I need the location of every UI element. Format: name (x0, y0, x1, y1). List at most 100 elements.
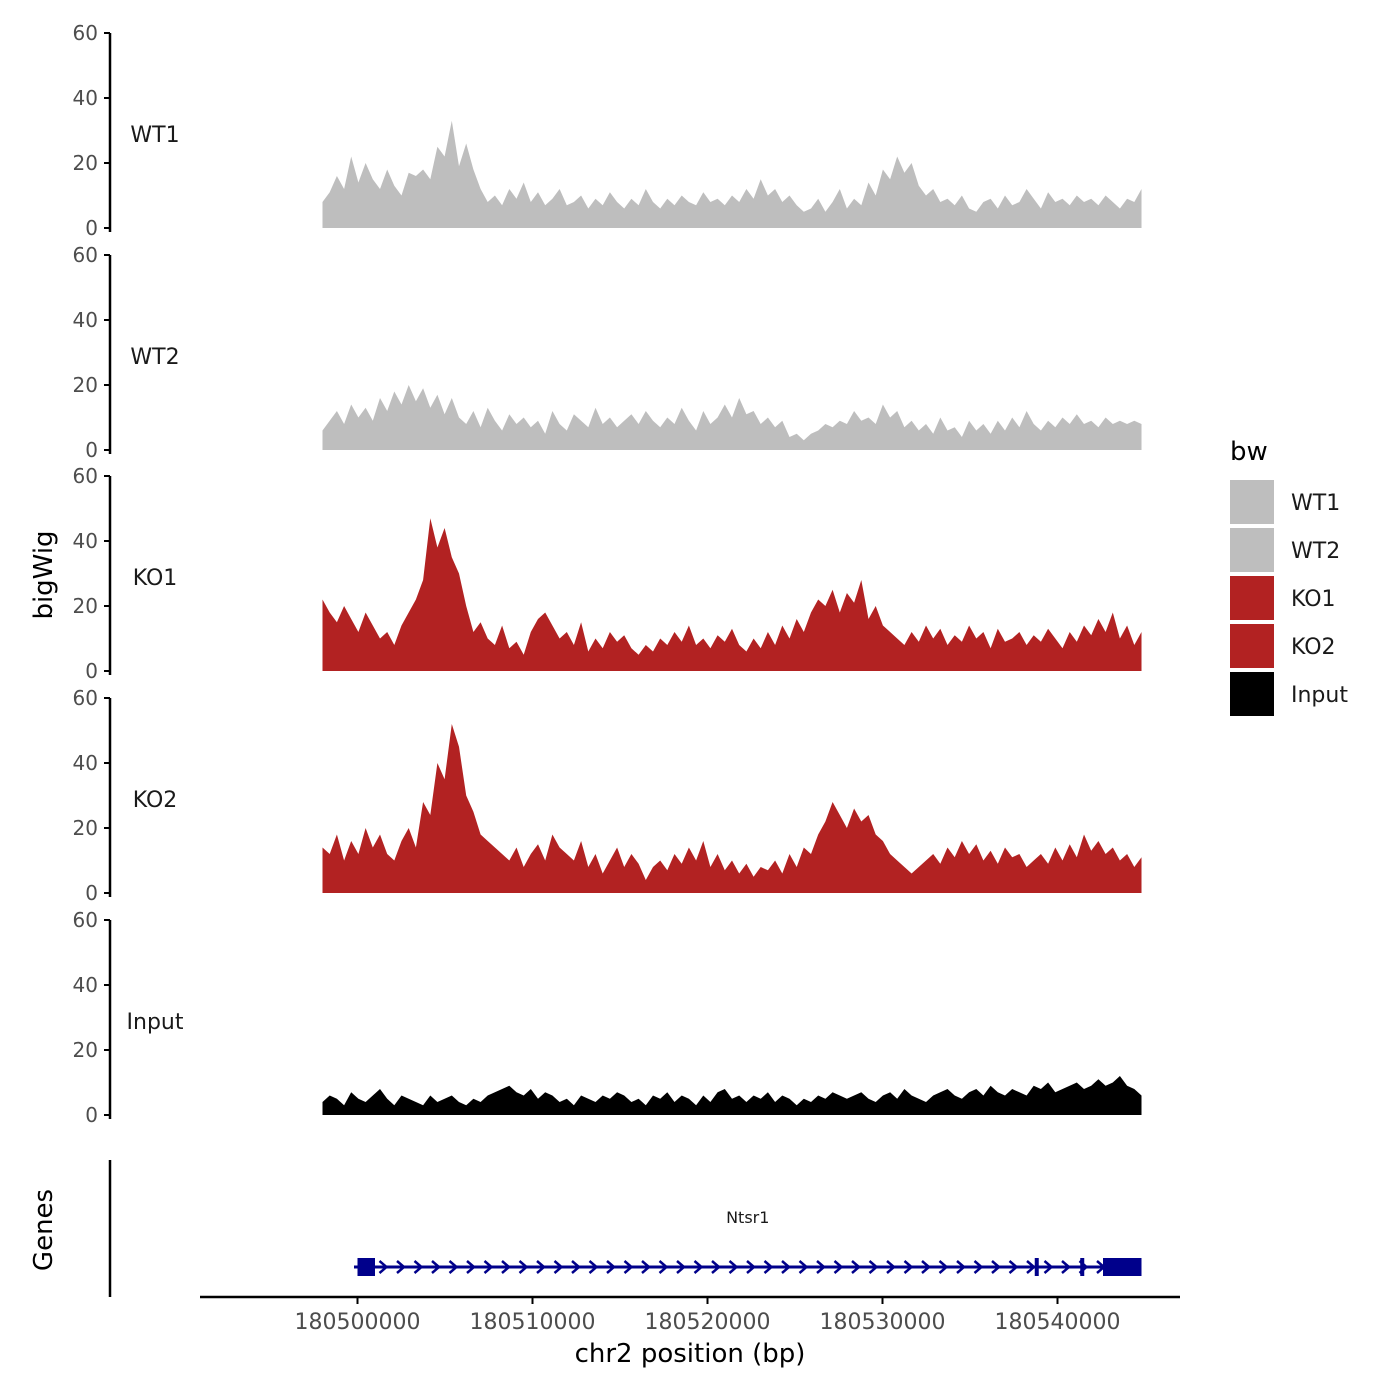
strand-arrow (641, 1260, 651, 1274)
strand-arrow (693, 1260, 704, 1274)
strand-arrow (518, 1260, 529, 1274)
strand-arrow (571, 1260, 581, 1274)
strand-arrow (956, 1260, 966, 1274)
legend-label-wt1: WT1 (1291, 491, 1340, 516)
exon (357, 1258, 375, 1276)
strand-arrow (921, 1260, 931, 1274)
gene-name-label: Ntsr1 (726, 1208, 769, 1227)
strand-arrow (886, 1260, 896, 1274)
legend: bw WT1 WT2 KO1 KO2 Input (1230, 437, 1348, 716)
strand-arrow (1043, 1260, 1054, 1274)
legend-swatch-ko1 (1230, 576, 1274, 620)
exon (1080, 1258, 1085, 1276)
y-tick-label: 20 (73, 594, 98, 618)
x-tick-label: 180540000 (995, 1310, 1121, 1335)
y-tick-label: 60 (73, 21, 98, 45)
strand-arrow (851, 1260, 861, 1274)
strand-arrow (763, 1260, 774, 1274)
track-wt2: 0 20 40 60 WT2 (73, 243, 1142, 462)
y-tick-label: 20 (73, 373, 98, 397)
coverage-area-wt2 (322, 385, 1142, 450)
legend-swatch-input (1230, 672, 1274, 716)
strand-arrow (413, 1260, 424, 1274)
gene-track: Ntsr1 (108, 1160, 1142, 1297)
x-axis-title: chr2 position (bp) (575, 1339, 806, 1369)
strand-arrow (1008, 1260, 1019, 1274)
y-tick-label: 0 (85, 881, 98, 905)
strand-arrow (588, 1260, 599, 1274)
y-tick-label: 0 (85, 438, 98, 462)
y-tick-label: 40 (73, 751, 98, 775)
x-axis: 180500000 180510000 180520000 180530000 1805… (200, 1295, 1180, 1335)
coverage-area-ko1 (322, 518, 1142, 671)
y-tick-label: 0 (85, 1103, 98, 1127)
y-tick-label: 60 (73, 908, 98, 932)
track-wt1: 0 20 40 60 WT1 (73, 21, 1142, 240)
strand-arrow (746, 1260, 756, 1274)
tracks-layer: 0 20 40 60 WT1 0 20 40 60 WT2 0 20 40 60 KO1 0 20 40 60 KO2… (73, 21, 1142, 1127)
y-tick-label: 40 (73, 308, 98, 332)
exon (1103, 1258, 1142, 1276)
legend-label-input: Input (1291, 683, 1348, 708)
coverage-area-input (322, 1076, 1142, 1115)
y-tick-label: 60 (73, 686, 98, 710)
track-input: 0 20 40 60 Input (73, 908, 1142, 1127)
strand-arrow (378, 1260, 389, 1274)
track-label: WT2 (130, 345, 179, 370)
track-label: KO1 (133, 566, 178, 591)
x-tick-label: 180520000 (645, 1310, 771, 1335)
strand-arrow (798, 1260, 809, 1274)
legend-label-wt2: WT2 (1291, 539, 1340, 564)
strand-arrow (1026, 1260, 1036, 1274)
strand-arrow (833, 1260, 844, 1274)
y-axis-title: bigWig (29, 530, 59, 619)
strand-arrow (816, 1260, 826, 1274)
coverage-area-ko2 (322, 724, 1142, 893)
y-tick-label: 40 (73, 86, 98, 110)
strand-arrow (606, 1260, 616, 1274)
legend-swatch-wt1 (1230, 480, 1274, 524)
legend-swatch-ko2 (1230, 624, 1274, 668)
track-ko1: 0 20 40 60 KO1 (73, 464, 1142, 683)
y-tick-label: 60 (73, 464, 98, 488)
y-tick-label: 20 (73, 816, 98, 840)
strand-arrow (448, 1260, 459, 1274)
legend-label-ko2: KO2 (1291, 635, 1336, 660)
strand-arrow (553, 1260, 564, 1274)
strand-arrow (536, 1260, 546, 1274)
track-label: WT1 (130, 123, 179, 148)
strand-arrow (868, 1260, 879, 1274)
strand-arrow (501, 1260, 511, 1274)
track-label: KO2 (133, 788, 178, 813)
strand-arrow (781, 1260, 791, 1274)
y-tick-label: 0 (85, 216, 98, 240)
y-tick-label: 40 (73, 529, 98, 553)
strand-arrow (903, 1260, 914, 1274)
y-tick-label: 60 (73, 243, 98, 267)
y-tick-label: 40 (73, 973, 98, 997)
strand-arrow (431, 1260, 441, 1274)
legend-label-ko1: KO1 (1291, 587, 1336, 612)
gene-track-label: Genes (29, 1189, 59, 1271)
legend-title: bw (1230, 437, 1268, 467)
exon (1034, 1258, 1039, 1276)
strand-arrow (483, 1260, 494, 1274)
y-tick-label: 0 (85, 659, 98, 683)
coverage-area-wt1 (322, 120, 1142, 228)
strand-arrow (973, 1260, 984, 1274)
strand-arrow (991, 1260, 1001, 1274)
strand-arrow (938, 1260, 949, 1274)
y-tick-label: 20 (73, 1038, 98, 1062)
strand-arrow (396, 1260, 406, 1274)
strand-arrow (676, 1260, 686, 1274)
x-tick-label: 180530000 (820, 1310, 946, 1335)
y-tick-label: 20 (73, 151, 98, 175)
track-ko2: 0 20 40 60 KO2 (73, 686, 1142, 905)
legend-swatch-wt2 (1230, 528, 1274, 572)
strand-arrow (658, 1260, 669, 1274)
track-label: Input (127, 1010, 184, 1035)
strand-arrow (711, 1260, 721, 1274)
x-tick-label: 180510000 (470, 1310, 596, 1335)
strand-arrow (623, 1260, 634, 1274)
